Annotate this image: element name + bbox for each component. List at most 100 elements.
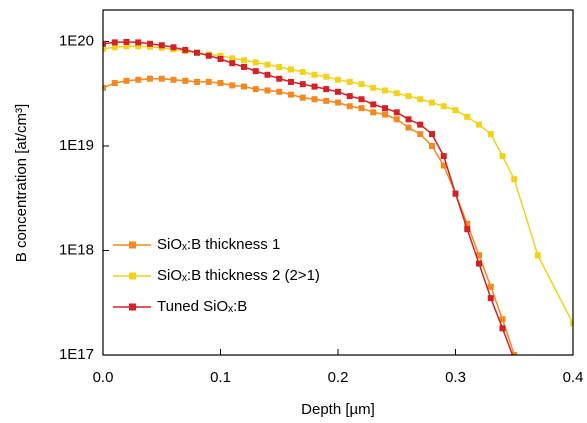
data-point: [135, 39, 142, 46]
data-point: [429, 142, 435, 149]
data-point: [570, 320, 573, 327]
data-point: [229, 82, 236, 89]
y-tick-label: 1E20: [59, 32, 94, 49]
data-point: [382, 111, 388, 118]
data-point: [158, 75, 165, 82]
data-point: [252, 86, 259, 93]
data-point: [323, 86, 330, 93]
data-point: [417, 121, 424, 128]
data-point: [299, 94, 306, 101]
data-point: [476, 121, 482, 128]
data-point: [264, 87, 271, 94]
data-point: [264, 71, 271, 78]
data-point: [358, 81, 365, 88]
plot-area: [103, 38, 573, 355]
data-point: [111, 44, 118, 51]
x-tick-label: 0.0: [93, 369, 114, 386]
data-point: [464, 220, 471, 227]
data-point: [487, 131, 494, 138]
data-point: [252, 68, 259, 75]
data-point: [534, 252, 541, 259]
y-tick-label: 1E19: [59, 137, 94, 154]
data-point: [264, 61, 271, 68]
data-point: [393, 109, 400, 116]
data-point: [440, 162, 447, 169]
data-point: [229, 60, 236, 67]
data-point: [217, 55, 224, 62]
data-point: [335, 99, 341, 106]
data-point: [276, 63, 283, 70]
data-point: [464, 113, 471, 120]
legend-marker: [129, 272, 136, 280]
data-point: [311, 83, 318, 90]
data-point: [323, 73, 330, 80]
data-point: [111, 39, 118, 46]
data-point: [323, 97, 330, 104]
data-point: [452, 107, 459, 114]
data-point: [370, 84, 377, 91]
x-tick-label: 0.2: [328, 369, 349, 386]
data-point: [335, 76, 341, 83]
data-point: [217, 52, 224, 59]
data-point: [147, 40, 153, 47]
data-point: [288, 66, 294, 73]
legend-marker: [129, 303, 136, 311]
data-point: [417, 96, 424, 103]
data-point: [511, 176, 518, 183]
data-point: [135, 43, 142, 50]
data-point: [123, 77, 130, 84]
data-point: [241, 57, 247, 64]
data-point: [346, 103, 353, 110]
data-point: [511, 352, 518, 355]
data-point: [405, 124, 412, 131]
data-point: [194, 78, 200, 85]
data-point: [147, 75, 153, 82]
data-point: [194, 49, 200, 56]
data-point: [311, 71, 318, 78]
data-point: [299, 69, 306, 76]
x-tick-label: 0.4: [563, 369, 584, 386]
data-point: [288, 78, 294, 85]
x-tick-label: 0.3: [445, 369, 466, 386]
data-point: [405, 116, 412, 123]
data-point: [276, 88, 283, 95]
data-point: [499, 316, 506, 323]
data-point: [393, 90, 400, 97]
data-point: [241, 83, 247, 90]
data-point: [241, 63, 247, 70]
legend-label: SiOₓ:B thickness 2 (2>1): [157, 267, 320, 284]
data-point: [358, 96, 365, 103]
data-point: [158, 42, 165, 49]
data-point: [335, 88, 341, 95]
data-point: [440, 103, 447, 110]
data-point: [405, 93, 412, 100]
data-point: [170, 44, 177, 51]
data-point: [370, 109, 377, 116]
data-point: [288, 91, 294, 98]
data-point: [205, 78, 212, 85]
legend-marker: [129, 241, 136, 249]
data-point: [476, 260, 482, 267]
data-point: [417, 131, 424, 138]
data-point: [499, 153, 506, 160]
legend-label: Tuned SiOₓ:B: [157, 298, 247, 315]
data-point: [476, 252, 482, 259]
data-point: [464, 226, 471, 233]
data-point: [311, 96, 318, 103]
data-point: [170, 76, 177, 83]
data-point: [217, 80, 224, 87]
data-point: [252, 59, 259, 66]
data-point: [452, 190, 459, 197]
data-point: [487, 295, 494, 302]
data-point: [382, 87, 388, 94]
data-point: [382, 105, 388, 112]
data-point: [487, 283, 494, 290]
data-point: [346, 78, 353, 85]
y-axis-label: B concentration [at/cm³]: [13, 104, 30, 262]
data-point: [135, 76, 142, 83]
legend-label: SiOₓ:B thickness 1: [157, 236, 280, 253]
data-point: [429, 99, 435, 106]
data-point: [346, 93, 353, 100]
